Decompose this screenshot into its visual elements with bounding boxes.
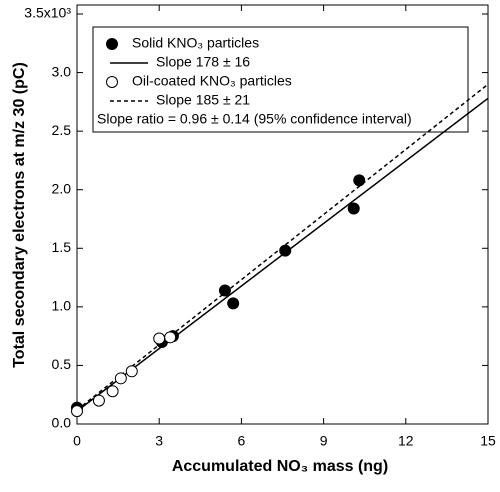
legend-label: Oil-coated KNO₃ particles [132,73,292,89]
y-tick-label: 2.0 [52,180,72,196]
legend-box [92,26,469,133]
legend-marker [106,76,118,88]
point [347,202,360,215]
legend-label: Solid KNO₃ particles [132,35,259,51]
point [227,297,240,310]
point [153,332,166,345]
y-tick-label: 2.5 [52,122,72,138]
y-axis-label: Total secondary electrons at m/z 30 (pC) [11,62,28,368]
x-tick-label: 3 [155,433,163,449]
point [114,372,127,385]
legend-marker [106,38,118,50]
y-tick-label: 0.0 [52,415,72,431]
point [218,284,231,297]
x-tick-label: 15 [480,433,496,449]
y-tick-label: 3.5x10³ [24,5,71,21]
x-tick-label: 0 [73,433,81,449]
point [92,394,105,407]
point [164,331,177,344]
legend-label: Slope 185 ± 21 [156,92,250,108]
annotation: Slope ratio = 0.96 ± 0.14 (95% confidenc… [97,111,412,127]
y-tick-label: 3.0 [52,63,72,79]
legend-label: Slope 178 ± 16 [156,54,250,70]
x-tick-label: 6 [238,433,246,449]
y-tick-label: 1.0 [52,298,72,314]
y-tick-label: 1.5 [52,239,72,255]
x-axis-label: Accumulated NO₃ mass (ng) [172,458,388,475]
point [106,385,119,398]
y-tick-label: 0.5 [52,356,72,372]
point [353,174,366,187]
plot-frame [76,4,489,425]
x-tick-label: 9 [320,433,328,449]
point [279,244,292,257]
point [71,405,83,418]
point [125,365,138,378]
x-tick-label: 12 [398,433,414,449]
